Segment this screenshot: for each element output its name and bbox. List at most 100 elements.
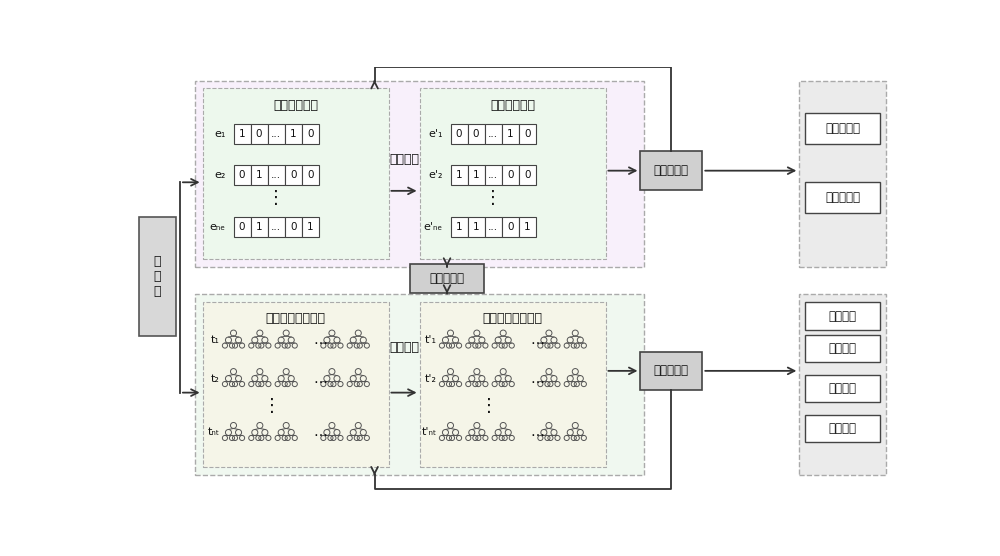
Text: …: … bbox=[313, 333, 327, 347]
FancyBboxPatch shape bbox=[302, 125, 319, 145]
Text: 进化搜索: 进化搜索 bbox=[389, 152, 419, 166]
FancyBboxPatch shape bbox=[195, 81, 644, 267]
Text: 1: 1 bbox=[256, 222, 262, 232]
Text: ...: ... bbox=[488, 130, 498, 140]
FancyBboxPatch shape bbox=[268, 165, 285, 185]
Text: ...: ... bbox=[271, 170, 281, 180]
FancyBboxPatch shape bbox=[640, 351, 702, 390]
Text: eₙₑ: eₙₑ bbox=[210, 222, 226, 232]
Text: 初
始
化: 初 始 化 bbox=[154, 255, 161, 298]
FancyBboxPatch shape bbox=[805, 415, 880, 443]
Text: 0: 0 bbox=[473, 130, 479, 140]
FancyBboxPatch shape bbox=[519, 217, 536, 237]
Text: 集成父代群体: 集成父代群体 bbox=[273, 99, 318, 112]
Text: 0: 0 bbox=[239, 222, 245, 232]
Text: t₂: t₂ bbox=[211, 374, 220, 384]
Text: 集成子代群体: 集成子代群体 bbox=[490, 99, 535, 112]
FancyBboxPatch shape bbox=[410, 264, 484, 293]
Text: e₂: e₂ bbox=[214, 170, 226, 180]
Text: e₁: e₁ bbox=[214, 130, 226, 140]
FancyBboxPatch shape bbox=[251, 125, 268, 145]
FancyBboxPatch shape bbox=[234, 217, 251, 237]
Text: 0: 0 bbox=[290, 170, 296, 180]
Text: t'ₙₜ: t'ₙₜ bbox=[421, 428, 437, 438]
FancyBboxPatch shape bbox=[202, 88, 388, 259]
Text: ⋮: ⋮ bbox=[484, 188, 502, 207]
Text: 1: 1 bbox=[256, 170, 262, 180]
FancyBboxPatch shape bbox=[251, 165, 268, 185]
FancyBboxPatch shape bbox=[468, 165, 485, 185]
FancyBboxPatch shape bbox=[799, 294, 886, 475]
Text: 0: 0 bbox=[256, 130, 262, 140]
Text: …: … bbox=[313, 371, 327, 385]
FancyBboxPatch shape bbox=[202, 301, 388, 467]
FancyBboxPatch shape bbox=[268, 125, 285, 145]
FancyBboxPatch shape bbox=[234, 165, 251, 185]
Text: …: … bbox=[530, 333, 544, 347]
Text: 1: 1 bbox=[307, 222, 314, 232]
Text: 树多样性: 树多样性 bbox=[829, 310, 857, 322]
Text: 1: 1 bbox=[473, 222, 479, 232]
Text: 1: 1 bbox=[524, 222, 531, 232]
Text: 1: 1 bbox=[290, 130, 296, 140]
FancyBboxPatch shape bbox=[450, 165, 468, 185]
FancyBboxPatch shape bbox=[519, 125, 536, 145]
Text: …: … bbox=[530, 425, 544, 439]
FancyBboxPatch shape bbox=[420, 301, 606, 467]
Text: 0: 0 bbox=[524, 130, 530, 140]
Text: ...: ... bbox=[488, 170, 498, 180]
Text: 0: 0 bbox=[524, 170, 530, 180]
FancyBboxPatch shape bbox=[285, 165, 302, 185]
Text: 1: 1 bbox=[507, 130, 513, 140]
Text: t'₁: t'₁ bbox=[425, 335, 437, 345]
FancyBboxPatch shape bbox=[805, 335, 880, 363]
Text: 0: 0 bbox=[307, 130, 313, 140]
Text: 0: 0 bbox=[290, 222, 296, 232]
FancyBboxPatch shape bbox=[420, 88, 606, 259]
Text: 多目标选择: 多目标选择 bbox=[654, 364, 689, 378]
FancyBboxPatch shape bbox=[195, 294, 644, 475]
Text: 集成准确度: 集成准确度 bbox=[825, 191, 860, 204]
FancyBboxPatch shape bbox=[805, 375, 880, 403]
FancyBboxPatch shape bbox=[502, 165, 519, 185]
Text: 基学习器子代群体: 基学习器子代群体 bbox=[482, 312, 542, 325]
Text: 0: 0 bbox=[456, 130, 462, 140]
FancyBboxPatch shape bbox=[640, 151, 702, 190]
FancyBboxPatch shape bbox=[268, 217, 285, 237]
FancyBboxPatch shape bbox=[805, 302, 880, 330]
Text: ⋮: ⋮ bbox=[267, 188, 285, 207]
FancyBboxPatch shape bbox=[485, 217, 502, 237]
Text: 0: 0 bbox=[507, 222, 513, 232]
FancyBboxPatch shape bbox=[285, 125, 302, 145]
FancyBboxPatch shape bbox=[302, 217, 319, 237]
FancyBboxPatch shape bbox=[805, 113, 880, 143]
FancyBboxPatch shape bbox=[485, 125, 502, 145]
Text: 集成器选择: 集成器选择 bbox=[654, 164, 689, 177]
Text: 0: 0 bbox=[507, 170, 513, 180]
Text: e'₁: e'₁ bbox=[428, 130, 443, 140]
Text: e'ₙₑ: e'ₙₑ bbox=[424, 222, 443, 232]
Text: 1: 1 bbox=[456, 222, 462, 232]
FancyBboxPatch shape bbox=[485, 165, 502, 185]
FancyBboxPatch shape bbox=[468, 217, 485, 237]
Text: ...: ... bbox=[271, 130, 281, 140]
FancyBboxPatch shape bbox=[139, 217, 176, 336]
FancyBboxPatch shape bbox=[468, 125, 485, 145]
FancyBboxPatch shape bbox=[234, 125, 251, 145]
Text: 适应度评估: 适应度评估 bbox=[430, 272, 465, 285]
Text: tₙₜ: tₙₜ bbox=[207, 428, 220, 438]
Text: ⋮: ⋮ bbox=[263, 396, 281, 415]
Text: 树复杂度: 树复杂度 bbox=[829, 382, 857, 395]
Text: …: … bbox=[313, 425, 327, 439]
FancyBboxPatch shape bbox=[251, 217, 268, 237]
Text: 1: 1 bbox=[456, 170, 462, 180]
Text: ⋮: ⋮ bbox=[480, 396, 498, 415]
Text: 树精确度: 树精确度 bbox=[829, 422, 857, 435]
FancyBboxPatch shape bbox=[450, 217, 468, 237]
Text: ...: ... bbox=[488, 222, 498, 232]
Text: 树贡献度: 树贡献度 bbox=[829, 342, 857, 355]
Text: …: … bbox=[530, 371, 544, 385]
Text: t'₂: t'₂ bbox=[425, 374, 437, 384]
Text: 0: 0 bbox=[239, 170, 245, 180]
FancyBboxPatch shape bbox=[450, 125, 468, 145]
